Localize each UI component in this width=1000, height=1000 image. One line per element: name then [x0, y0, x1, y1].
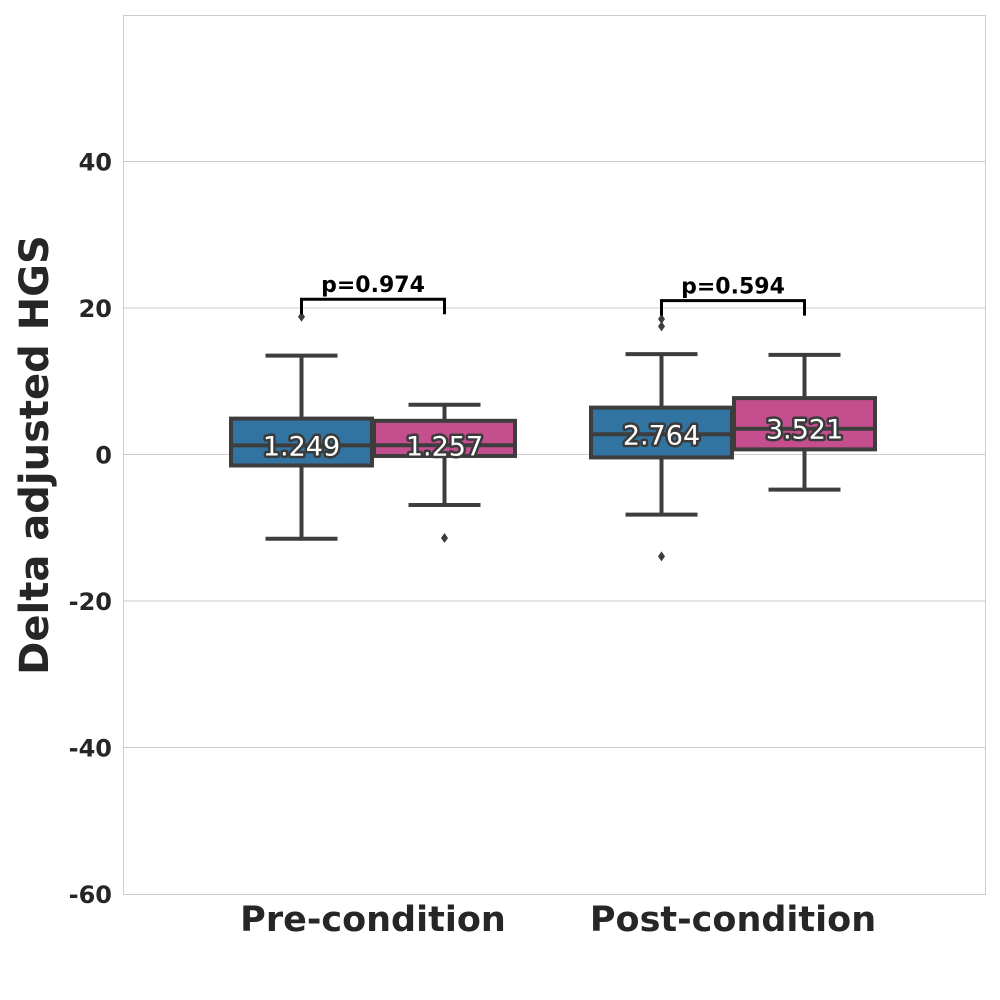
y-axis-title: Delta adjusted HGS: [12, 235, 58, 675]
median-value-label: 2.764: [623, 420, 700, 451]
p-value-label: p=0.974: [321, 273, 425, 298]
box-groups: 1.249 1.257 2.764 3.521: [229, 311, 877, 562]
y-tick-label: 0: [95, 442, 112, 470]
box-group-post-condition: 2.764 3.521: [589, 313, 877, 562]
significance-bracket: [300, 297, 446, 315]
outlier-point: [441, 533, 448, 544]
outlier-point: [658, 321, 665, 332]
p-value-label: p=0.594: [681, 275, 785, 300]
y-tick-label: -40: [69, 735, 112, 763]
outlier-point: [658, 313, 665, 324]
x-category-label: Pre-condition: [240, 900, 506, 940]
y-axis-ticks: -60 -40 -20 0 20 40: [69, 149, 112, 910]
box-group-pre-condition: 1.249 1.257: [229, 311, 517, 544]
median-value-label: 1.249: [263, 431, 340, 462]
y-tick-label: -20: [69, 588, 112, 616]
box-iqr: [372, 418, 517, 458]
significance-bracket: [660, 299, 806, 316]
outlier-point: [298, 311, 305, 322]
y-tick-label: 40: [79, 149, 112, 177]
x-category-label: Post-condition: [590, 900, 876, 940]
median-value-label: 3.521: [766, 415, 843, 446]
y-tick-label: 20: [79, 295, 112, 323]
box-iqr: [732, 396, 877, 452]
y-tick-label: -60: [69, 881, 112, 909]
outlier-point: [658, 551, 665, 562]
plot-area-frame: [123, 15, 986, 895]
x-axis-categories: Pre-condition Post-condition: [240, 900, 876, 940]
significance-brackets: p=0.974 p=0.594: [300, 273, 806, 316]
median-value-label: 1.257: [406, 431, 483, 462]
